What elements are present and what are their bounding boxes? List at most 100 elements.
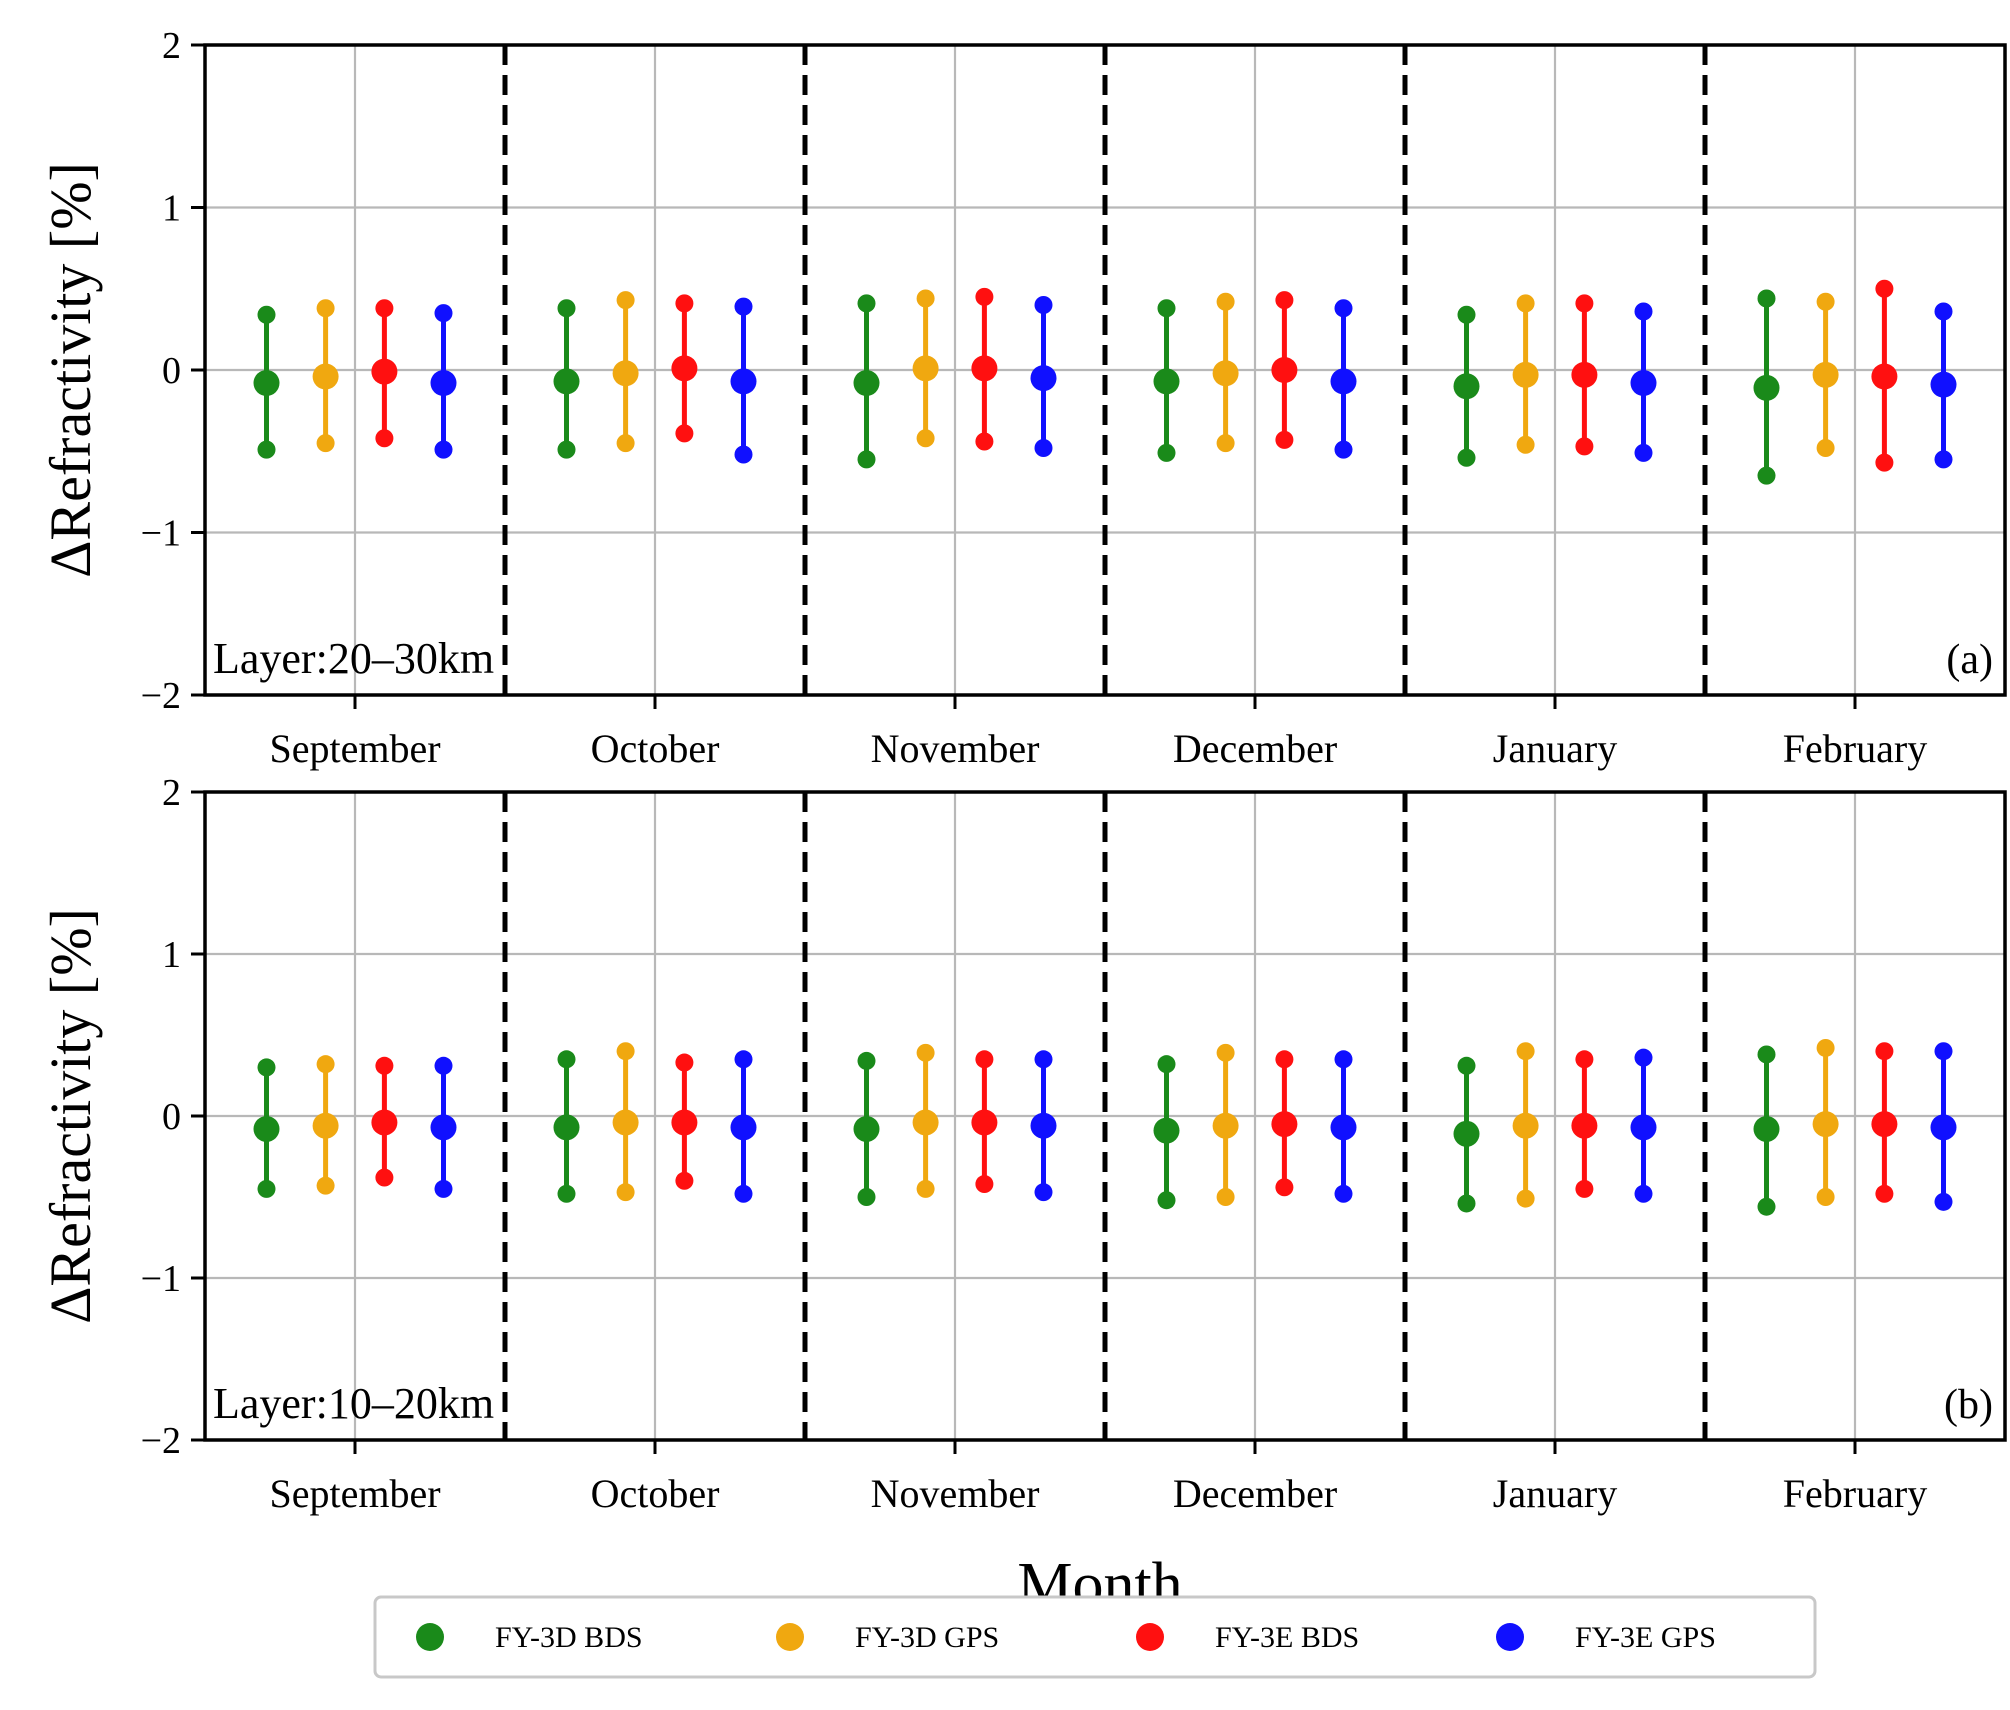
upper-cap-point — [1216, 292, 1235, 311]
lower-cap-point — [1457, 448, 1476, 467]
mean-point — [1571, 1112, 1598, 1139]
lower-cap-point — [1275, 430, 1294, 449]
lower-cap-point — [675, 424, 694, 443]
lower-cap-point — [434, 440, 453, 459]
mean-point — [853, 370, 880, 396]
mean-point — [912, 355, 939, 382]
mean-point — [1753, 1115, 1780, 1142]
mean-point — [1871, 363, 1898, 390]
series-fy-3e-gps — [430, 1042, 1957, 1211]
upper-cap-point — [375, 299, 394, 318]
upper-cap-point — [734, 1050, 753, 1069]
mean-point — [1212, 360, 1239, 387]
legend-marker — [776, 1623, 804, 1651]
legend-marker — [416, 1623, 444, 1651]
lower-cap-point — [675, 1171, 694, 1190]
mean-point — [971, 355, 998, 382]
legend-marker — [1496, 1623, 1524, 1651]
upper-cap-point — [1275, 291, 1294, 310]
panel-a: 2 1 0 −1 −2 September October November December J… — [38, 25, 2007, 771]
y-tick-label: 1 — [162, 934, 181, 976]
upper-cap-point — [1516, 294, 1535, 313]
upper-cap-point — [557, 1050, 576, 1069]
panel-label: (a) — [1946, 637, 1993, 683]
lower-cap-point — [375, 1168, 394, 1187]
upper-cap-point — [1275, 1050, 1294, 1069]
lower-cap-point — [1034, 439, 1053, 457]
upper-cap-point — [1575, 1050, 1594, 1069]
series-fy-3e-bds — [371, 279, 1898, 472]
mean-point — [1512, 1112, 1539, 1139]
x-tick-label: January — [1493, 726, 1617, 771]
series-fy-3d-bds — [253, 1045, 1780, 1216]
y-tick-label: 1 — [162, 188, 181, 230]
lower-cap-point — [375, 429, 394, 448]
upper-cap-point — [1816, 292, 1835, 311]
lower-cap-point — [857, 1188, 876, 1206]
mean-point — [553, 368, 580, 395]
lower-cap-point — [1816, 439, 1835, 457]
upper-cap-point — [616, 291, 635, 310]
x-tick-label: November — [871, 1471, 1040, 1516]
lower-cap-point — [616, 434, 635, 453]
upper-cap-point — [434, 304, 453, 323]
mean-point — [1453, 1120, 1480, 1147]
y-axis-label: ΔRefractivity [%] — [38, 908, 103, 1324]
lower-cap-point — [257, 440, 276, 459]
layer-label: Layer:20–30km — [213, 634, 494, 683]
upper-cap-point — [1934, 302, 1953, 321]
mean-point — [1330, 368, 1357, 395]
mean-point — [1930, 371, 1957, 398]
lower-cap-point — [1516, 435, 1535, 454]
mean-point — [1453, 373, 1480, 400]
mean-point — [430, 370, 457, 396]
legend-entry: FY-3E GPS — [1496, 1621, 1716, 1654]
y-tick-label: 0 — [162, 350, 181, 392]
lower-cap-point — [975, 432, 994, 451]
upper-cap-point — [1157, 299, 1176, 318]
lower-cap-point — [1516, 1189, 1535, 1208]
mean-point — [1871, 1111, 1898, 1138]
upper-cap-point — [1575, 294, 1594, 313]
lower-cap-point — [1575, 1179, 1594, 1198]
upper-cap-point — [557, 299, 576, 318]
lower-cap-point — [1875, 453, 1894, 472]
upper-cap-point — [975, 287, 994, 306]
y-tick-label: −1 — [141, 513, 181, 555]
mean-point — [371, 358, 398, 385]
upper-cap-point — [616, 1042, 635, 1061]
mean-point — [1571, 361, 1598, 388]
lower-cap-point — [1034, 1183, 1053, 1202]
mean-point — [612, 1109, 639, 1136]
mean-point — [1271, 357, 1298, 383]
mean-point — [1330, 1114, 1357, 1141]
lower-cap-point — [1757, 466, 1776, 485]
lower-cap-point — [1634, 443, 1653, 462]
upper-cap-point — [316, 1055, 335, 1074]
lower-cap-point — [1334, 440, 1353, 459]
lower-cap-point — [1875, 1184, 1894, 1203]
mean-point — [971, 1109, 998, 1136]
upper-cap-point — [1457, 1056, 1476, 1075]
mean-point — [553, 1114, 580, 1141]
x-tick-label: December — [1173, 1471, 1337, 1516]
lower-cap-point — [557, 440, 576, 459]
upper-cap-point — [675, 1053, 694, 1072]
lower-cap-point — [1457, 1194, 1476, 1213]
mean-point — [1271, 1111, 1298, 1138]
y-tick-label: 2 — [162, 25, 181, 67]
lower-cap-point — [1575, 437, 1594, 456]
legend-marker — [1136, 1623, 1164, 1651]
layer-label: Layer:10–20km — [213, 1379, 494, 1428]
lower-cap-point — [1934, 450, 1953, 469]
lower-cap-point — [734, 1184, 753, 1203]
lower-cap-point — [1334, 1184, 1353, 1203]
upper-cap-point — [1457, 305, 1476, 324]
lower-cap-point — [1757, 1197, 1776, 1216]
lower-cap-point — [1275, 1178, 1294, 1197]
upper-cap-point — [1875, 279, 1894, 298]
upper-cap-point — [1334, 1050, 1353, 1069]
y-tick-label: 2 — [162, 772, 181, 814]
